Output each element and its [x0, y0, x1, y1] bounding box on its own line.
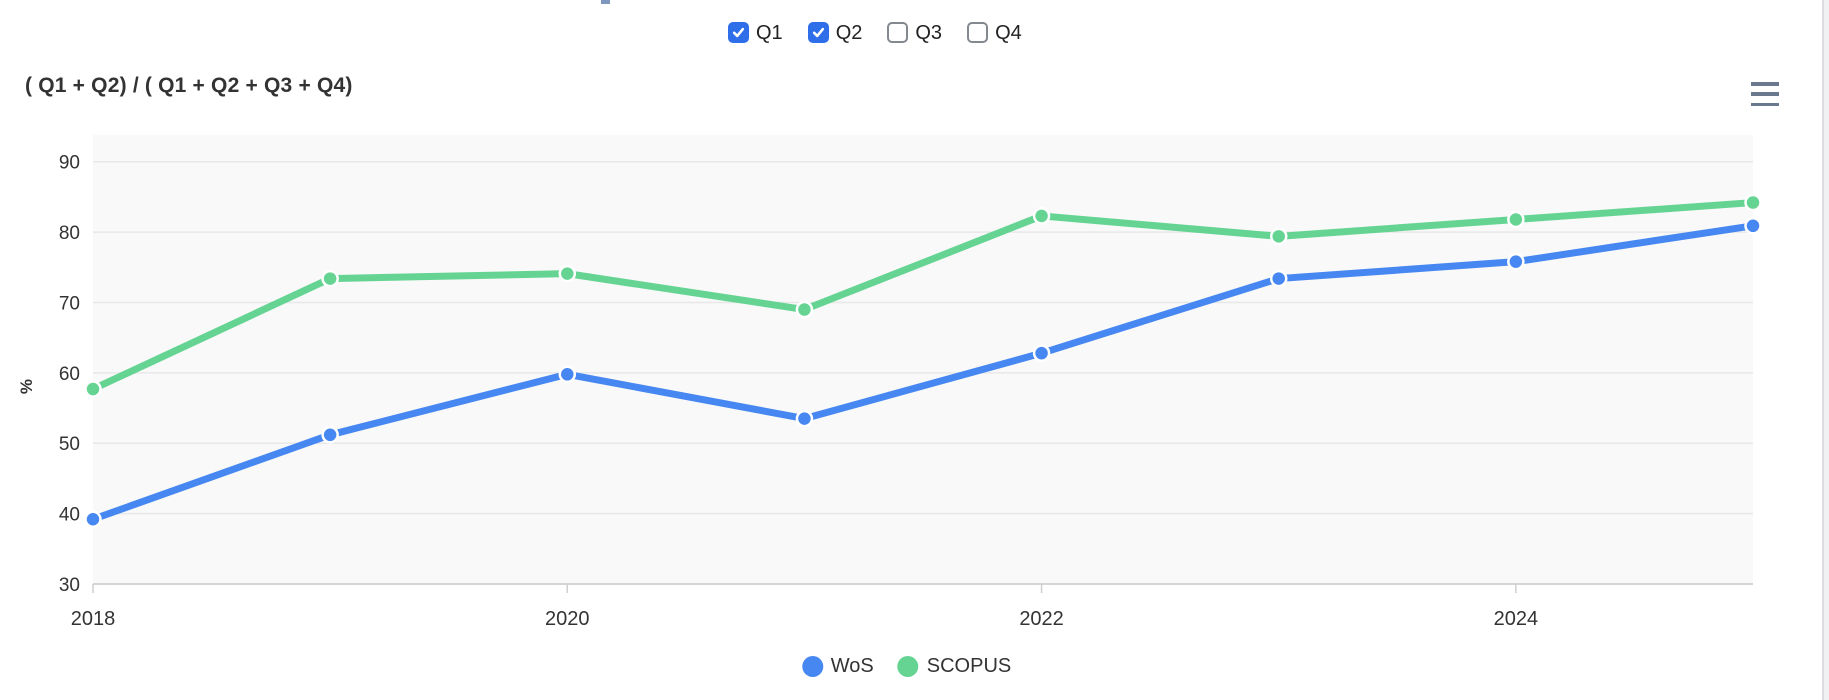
page-right-edge: [1822, 0, 1829, 700]
checkbox-q4-label: Q4: [995, 21, 1022, 44]
check-icon: [812, 27, 824, 38]
checkbox-q2[interactable]: Q2: [807, 21, 863, 44]
checkbox-q3-box[interactable]: [887, 22, 909, 43]
svg-text:2024: 2024: [1494, 608, 1539, 630]
checkbox-q2-box[interactable]: [807, 22, 829, 43]
legend-dot-wos: [801, 656, 823, 677]
checkbox-q3-label: Q3: [915, 21, 943, 44]
svg-text:70: 70: [59, 293, 80, 314]
y-axis-title: %: [17, 379, 36, 394]
checkbox-q1-label: Q1: [756, 21, 783, 44]
checkbox-q4[interactable]: Q4: [967, 22, 1022, 43]
svg-text:50: 50: [59, 434, 80, 455]
clipped-element-fragment: [601, 0, 610, 4]
checkbox-q1-box[interactable]: [728, 22, 749, 43]
svg-text:2018: 2018: [71, 608, 116, 630]
chart-title: ( Q1 + Q2) / ( Q1 + Q2 + Q3 + Q4): [25, 74, 353, 97]
hamburger-menu-icon[interactable]: [1751, 80, 1779, 108]
svg-text:60: 60: [59, 364, 80, 385]
legend-label-scopus: SCOPUS: [926, 655, 1012, 677]
checkbox-q2-label: Q2: [835, 21, 863, 44]
legend-item-scopus[interactable]: SCOPUS: [897, 655, 1012, 678]
gridlines: [93, 160, 1753, 515]
legend-item-wos[interactable]: WoS: [801, 655, 874, 678]
series-line-scopus: [89, 199, 1757, 393]
x-axis-labels: 2018 2020 2022 2024: [71, 608, 1538, 630]
chart-legend: WoS SCOPUS: [801, 655, 1012, 678]
svg-text:30: 30: [59, 575, 80, 596]
svg-text:2020: 2020: [545, 608, 590, 630]
y-axis-labels: 30 40 50 60 70 80 90: [59, 153, 80, 596]
svg-text:40: 40: [59, 505, 80, 526]
checkbox-q1[interactable]: Q1: [728, 22, 783, 43]
svg-text:2022: 2022: [1019, 608, 1064, 630]
svg-text:90: 90: [59, 153, 80, 174]
legend-label-wos: WoS: [830, 655, 874, 677]
series-markers-scopus: [84, 193, 1762, 398]
svg-text:80: 80: [59, 223, 80, 244]
check-icon: [732, 27, 745, 38]
checkbox-q3[interactable]: Q3: [887, 22, 942, 43]
checkbox-q4-box[interactable]: [967, 22, 989, 43]
series-line-wos: [89, 222, 1757, 523]
quartile-filter-row: Q1 Q2 Q3 Q4: [728, 22, 1022, 43]
series-markers-wos: [84, 217, 1762, 529]
legend-dot-scopus: [897, 656, 919, 677]
